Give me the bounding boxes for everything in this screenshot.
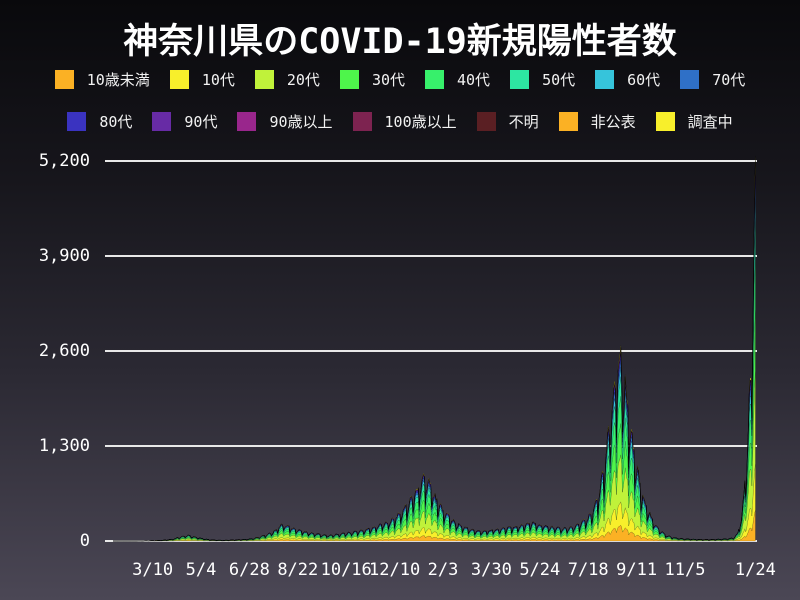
legend-item: 不明 xyxy=(476,111,539,132)
legend-item: 60代 xyxy=(595,69,660,90)
legend-label: 10歳未満 xyxy=(86,70,150,89)
legend-label: 調査中 xyxy=(687,112,733,131)
legend-swatch xyxy=(425,69,444,89)
legend-item: 90歳以上 xyxy=(237,111,333,132)
legend-row-1: 10歳未満 10代 20代 30代 40代 50代 60代 70代 xyxy=(0,68,800,90)
legend-swatch xyxy=(169,69,189,89)
legend-label: 90代 xyxy=(184,112,218,131)
x-tick-label: 6/28 xyxy=(228,560,270,580)
legend-label: 40代 xyxy=(457,70,491,89)
legend-row-2: 80代 90代 90歳以上 100歳以上 不明 非公表 調査中 xyxy=(0,110,800,132)
legend-swatch xyxy=(152,111,172,131)
x-tick-label: 11/5 xyxy=(664,560,706,580)
legend-item: 100歳以上 xyxy=(352,111,457,132)
legend-swatch xyxy=(254,69,274,89)
x-tick-label: 1/24 xyxy=(734,560,776,580)
legend-swatch xyxy=(680,69,700,89)
y-tick-label: 1,300 xyxy=(38,436,90,456)
x-tick-label: 12/10 xyxy=(369,560,421,580)
area-series-1 xyxy=(113,463,756,542)
x-tick-label: 2/3 xyxy=(427,560,459,580)
legend-item: 非公表 xyxy=(558,111,636,132)
area-series-14 xyxy=(113,155,756,542)
legend-item: 20代 xyxy=(254,69,320,90)
x-tick-label: 10/16 xyxy=(320,560,372,580)
x-tick-label: 9/11 xyxy=(616,560,658,580)
legend-item: 90代 xyxy=(152,111,217,132)
legend-swatch xyxy=(558,111,578,131)
legend-item: 50代 xyxy=(510,69,575,90)
area-series-0 xyxy=(113,510,756,542)
x-tick-label: 5/4 xyxy=(185,560,217,580)
legend-label: 50代 xyxy=(542,70,576,89)
legend-swatch xyxy=(595,69,615,89)
legend-label: 不明 xyxy=(508,112,539,131)
legend-item: 10歳未満 xyxy=(54,69,150,90)
legend-swatch xyxy=(476,111,496,131)
x-tick-label: 5/24 xyxy=(519,560,561,580)
legend-label: 100歳以上 xyxy=(384,112,457,131)
area-series-8 xyxy=(113,171,756,542)
legend-item: 30代 xyxy=(339,69,405,90)
y-tick-label: 0 xyxy=(79,531,90,551)
legend-item: 調査中 xyxy=(655,111,733,132)
legend-label: 20代 xyxy=(286,70,320,89)
legend-label: 90歳以上 xyxy=(269,112,333,131)
legend-swatch xyxy=(54,69,74,89)
area-series-6 xyxy=(113,198,756,542)
legend-swatch xyxy=(67,111,87,131)
legend-item: 40代 xyxy=(425,69,490,90)
legend-label: 60代 xyxy=(627,70,661,89)
x-tick-label: 3/10 xyxy=(132,560,174,580)
legend-label: 70代 xyxy=(712,70,746,89)
legend-swatch xyxy=(339,69,359,89)
x-tick-label: 3/30 xyxy=(470,560,512,580)
y-tick-label: 3,900 xyxy=(38,246,90,266)
x-tick-label: 8/22 xyxy=(277,560,319,580)
legend-label: 30代 xyxy=(371,70,405,89)
legend-swatch xyxy=(510,69,530,89)
legend-item: 70代 xyxy=(680,69,745,90)
area-series-5 xyxy=(112,217,756,542)
legend-item: 10代 xyxy=(169,69,235,90)
legend-swatch xyxy=(237,111,257,131)
legend-item: 80代 xyxy=(67,111,132,132)
legend-swatch xyxy=(352,111,372,131)
y-tick-label: 2,600 xyxy=(38,341,90,361)
y-tick-label: 5,200 xyxy=(38,151,90,171)
legend-label: 非公表 xyxy=(590,112,636,131)
area-series-9 xyxy=(113,163,756,542)
chart-title: 神奈川県のCOVID-19新規陽性者数 xyxy=(123,22,677,62)
area-series-7 xyxy=(113,182,756,542)
x-tick-label: 7/18 xyxy=(567,560,609,580)
legend-swatch xyxy=(655,111,675,131)
legend-label: 80代 xyxy=(99,112,133,131)
legend-label: 10代 xyxy=(201,70,235,89)
